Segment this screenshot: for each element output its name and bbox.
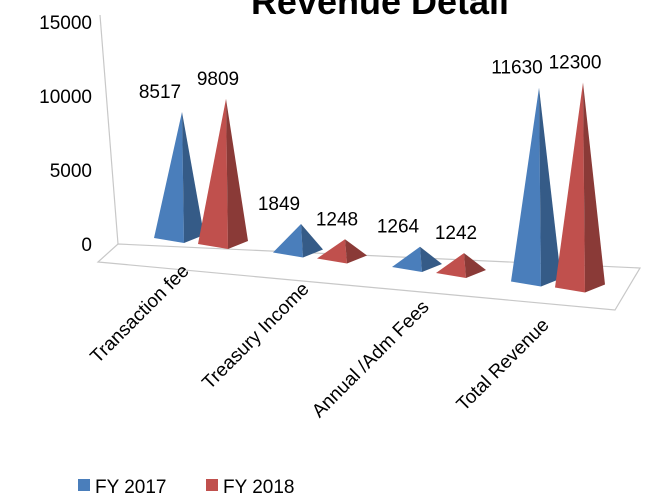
pyramid-right-face [301,223,323,258]
pyramid [154,111,204,244]
pyramid-right-face [226,98,248,249]
pyramid-left-face [436,253,466,278]
pyramid-left-face [392,246,422,272]
pyramid [273,223,323,258]
pyramid-right-face [182,111,204,244]
back-wall-edge [99,14,119,245]
y-tick-label: 5000 [50,161,92,182]
pyramid [436,253,486,278]
data-label: 1242 [435,223,477,244]
pyramid [511,87,561,287]
legend-swatch [78,479,90,491]
data-label: 1248 [316,209,358,230]
y-tick-label: 0 [81,235,92,256]
y-tick-label: 10000 [39,87,92,108]
data-label: 11630 [491,58,542,79]
legend-swatch [206,479,218,491]
x-tick-label: Annual /Adm Fees [308,297,433,422]
legend-label: FY 2018 [223,477,294,498]
legend-label: FY 2017 [95,477,166,498]
pyramid-right-face [420,246,442,272]
data-label: 8517 [139,82,181,103]
pyramid [317,239,367,264]
data-label: 9809 [197,69,239,90]
pyramid-right-face [539,87,561,287]
pyramid-left-face [273,223,303,258]
pyramid-left-face [317,239,347,264]
pyramid [555,82,605,293]
pyramid-right-face [464,253,486,278]
data-label: 12300 [549,53,602,74]
pyramid-left-face [511,87,541,287]
pyramid-left-face [555,82,585,293]
x-tick-label: Transaction fee [87,261,194,368]
data-label: 1264 [377,217,420,238]
pyramid [198,98,248,249]
pyramid-left-face [198,98,228,249]
x-tick-label: Total Revenue [453,315,554,416]
data-label: 1849 [258,194,300,215]
pyramid-right-face [583,82,605,293]
pyramid-right-face [345,239,367,264]
chart-title: Revenue Detail [251,0,509,22]
y-tick-label: 15000 [39,13,92,34]
x-tick-label: Treasury Income [198,279,313,394]
pyramid [392,246,442,272]
pyramid-left-face [154,111,184,244]
